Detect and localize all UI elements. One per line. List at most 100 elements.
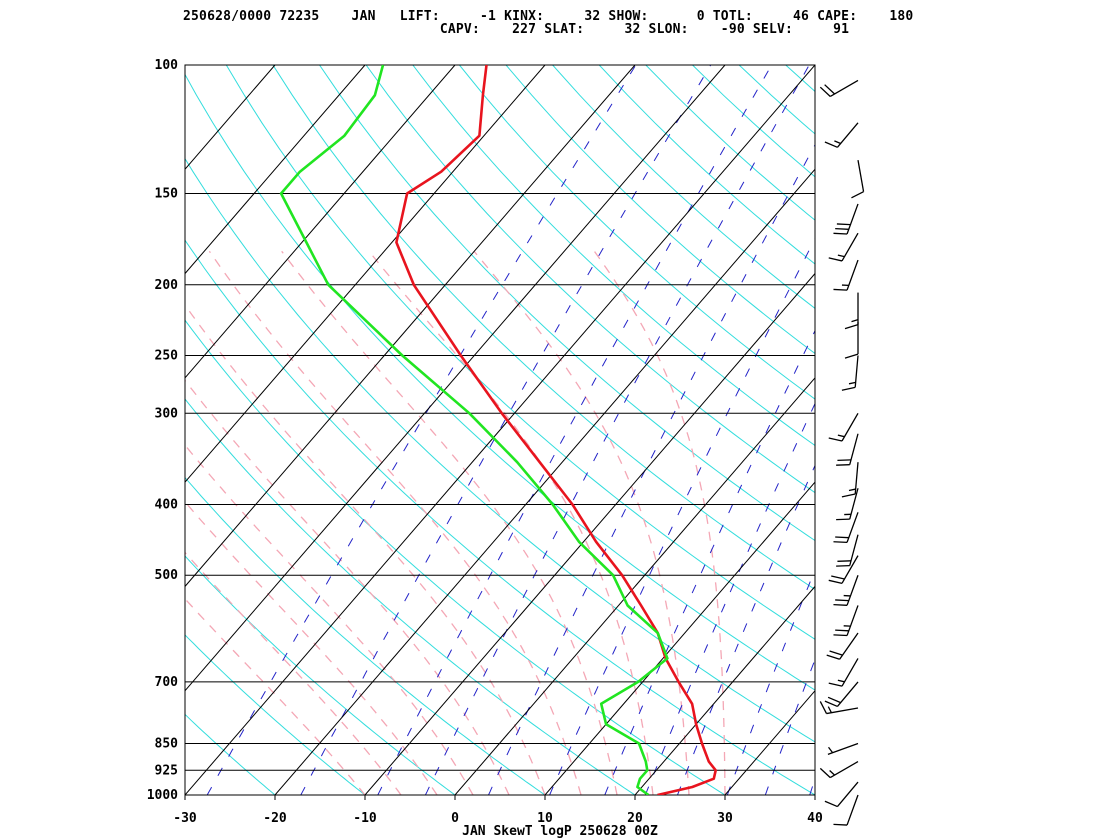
isotherm-line — [274, 168, 815, 795]
dry-adiabat-line — [552, 65, 815, 310]
pressure-tick-label: 500 — [155, 568, 179, 583]
pressure-tick-label: 925 — [155, 763, 178, 778]
wind-barb — [844, 322, 859, 359]
dry-adiabat-line — [185, 157, 815, 743]
wind-barb — [828, 555, 859, 584]
isotherm-line — [724, 689, 815, 795]
temperature-tick-label: 40 — [807, 811, 823, 826]
wind-barb — [828, 412, 859, 442]
dry-adiabat-line — [319, 65, 815, 542]
wind-barb — [826, 632, 859, 660]
wind-barb-flag — [836, 223, 851, 226]
header-indices-line-1: 250628/0000 72235 JAN LIFT: -1 KINX: 32 … — [183, 9, 914, 24]
wind-barb — [833, 259, 859, 291]
dry-adiabat-line — [785, 65, 815, 93]
wind-barb — [841, 355, 859, 391]
wind-barb-staff — [836, 122, 859, 148]
wind-barb-flag — [833, 232, 848, 235]
wind-barb — [844, 292, 859, 330]
temperature-tick-label: 30 — [717, 811, 733, 826]
wind-barb-flag — [841, 386, 856, 391]
wind-barb — [828, 232, 859, 262]
wind-barb-flag — [851, 191, 864, 199]
dry-adiabat-line — [185, 555, 456, 795]
wind-barb-staff — [839, 632, 859, 660]
moist-adiabat-line — [185, 379, 510, 795]
moist-adiabat-line — [185, 551, 402, 795]
wind-barb-flag — [844, 323, 859, 330]
isotherm-line — [185, 65, 815, 795]
isotherm-line — [185, 65, 456, 379]
wind-barb — [824, 681, 859, 708]
wind-barb — [833, 203, 859, 235]
isotherm-line — [185, 65, 276, 171]
pressure-tick-label: 400 — [155, 498, 179, 513]
mixing-ratio-line — [300, 65, 712, 795]
wind-barb — [833, 512, 859, 544]
temperature-tick-label: 20 — [627, 811, 643, 826]
wind-barb-flag — [835, 227, 849, 230]
wind-barb-staff — [854, 355, 859, 388]
isotherm-line — [634, 585, 815, 795]
wind-barb-flag — [829, 650, 843, 656]
wind-barb — [819, 761, 859, 779]
moist-adiabat-line — [281, 250, 618, 795]
wind-barb — [828, 658, 859, 687]
wind-barb-flag — [828, 437, 843, 442]
wind-barb-flag — [833, 541, 848, 544]
wind-barb-half-flag — [837, 254, 845, 258]
isotherm-line — [185, 65, 726, 692]
wind-barbs — [819, 79, 865, 826]
wind-barb-staff — [841, 232, 859, 262]
wind-barb — [836, 534, 859, 567]
moist-adiabat-line — [185, 303, 546, 795]
isotherm-line — [0, 65, 95, 795]
wind-barb-staff — [849, 433, 859, 465]
wind-barb-half-flag — [848, 488, 856, 492]
dry-adiabat-line — [459, 65, 815, 400]
wind-barb — [833, 605, 859, 637]
pressure-tick-label: 150 — [155, 187, 179, 202]
dry-adiabat-line — [185, 319, 726, 795]
dry-adiabat-line — [185, 398, 636, 795]
wind-barb-half-flag — [851, 318, 859, 323]
dry-adiabat-line — [185, 73, 815, 691]
isotherm-line — [454, 377, 815, 795]
temperature-line — [395, 65, 717, 795]
moist-adiabat-line — [473, 250, 690, 795]
wind-barb-staff — [846, 794, 859, 826]
dry-adiabat-line — [412, 65, 815, 447]
wind-barb-half-flag — [829, 769, 836, 776]
mixing-ratio-line — [726, 568, 815, 795]
pressure-tick-label: 250 — [155, 348, 179, 363]
wind-barb-half-flag — [828, 746, 834, 754]
dry-adiabat-line — [738, 65, 815, 135]
mixing-ratio-line — [604, 329, 815, 795]
wind-barb-flag — [819, 701, 828, 714]
temperature-tick-labels: -30 -20 -10 0 10 20 30 40 — [173, 795, 823, 826]
wind-barb-staff — [849, 534, 859, 566]
dry-adiabat-line — [185, 239, 815, 795]
wind-barb-half-flag — [834, 140, 841, 145]
wind-barb-staff — [841, 658, 859, 687]
wind-barb-staff — [836, 781, 859, 807]
moist-adiabats — [185, 250, 726, 795]
profile-series — [279, 65, 717, 795]
pressure-tick-label: 1000 — [147, 788, 178, 803]
wind-barb-staff — [829, 761, 859, 779]
mixing-ratio-line — [424, 65, 810, 795]
mixing-ratio-line — [677, 464, 815, 795]
mixing-ratio-line — [855, 65, 1120, 795]
dry-adiabat-line — [185, 713, 276, 795]
wind-barb — [819, 701, 859, 715]
wind-barb-flag — [833, 634, 848, 637]
wind-barb-half-flag — [837, 679, 845, 683]
dry-adiabat-line — [272, 65, 815, 591]
pressure-tick-label: 200 — [155, 278, 179, 293]
mixing-ratio-line — [206, 65, 637, 795]
wind-barb-staff — [857, 160, 865, 192]
wind-barb-flag — [824, 800, 838, 808]
wind-barb-half-flag — [827, 706, 832, 713]
wind-barb — [836, 488, 859, 521]
